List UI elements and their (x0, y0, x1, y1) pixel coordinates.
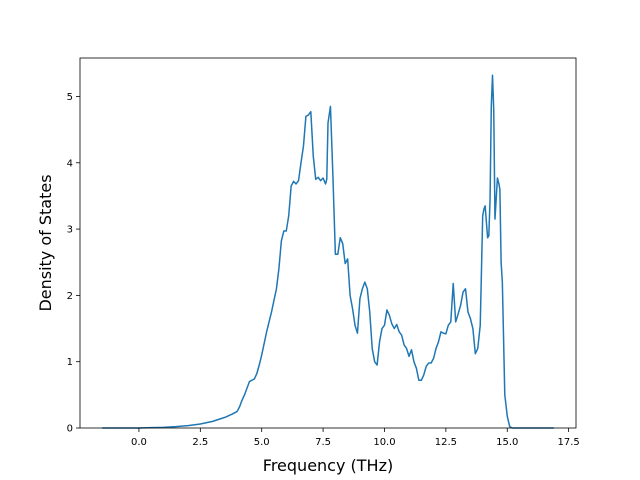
y-tick-label: 0 (67, 424, 73, 435)
x-tick-label: 15.0 (496, 437, 518, 448)
y-tick-label: 5 (67, 92, 73, 103)
y-tick-label: 3 (67, 225, 73, 236)
y-axis-ticks: 0 1 2 3 4 5 (67, 92, 80, 435)
y-tick-label: 1 (67, 357, 73, 368)
x-axis-label: Frequency (THz) (263, 456, 393, 475)
plot-line-layer (102, 74, 554, 429)
y-tick-label: 4 (67, 158, 73, 169)
x-tick-label: 10.0 (373, 437, 395, 448)
plot-area-frame (79, 57, 577, 429)
x-tick-label: 7.5 (315, 437, 331, 448)
y-axis-label: Density of States (36, 174, 55, 311)
x-axis-ticks: 0.0 2.5 5.0 7.5 10.0 12.5 15.0 17.5 (131, 428, 580, 448)
x-tick-label: 17.5 (558, 437, 580, 448)
x-tick-label: 5.0 (254, 437, 270, 448)
y-tick-label: 2 (67, 291, 73, 302)
x-tick-label: 0.0 (131, 437, 147, 448)
x-tick-label: 12.5 (435, 437, 457, 448)
dos-series-line-0 (102, 74, 554, 429)
x-tick-label: 2.5 (192, 437, 208, 448)
